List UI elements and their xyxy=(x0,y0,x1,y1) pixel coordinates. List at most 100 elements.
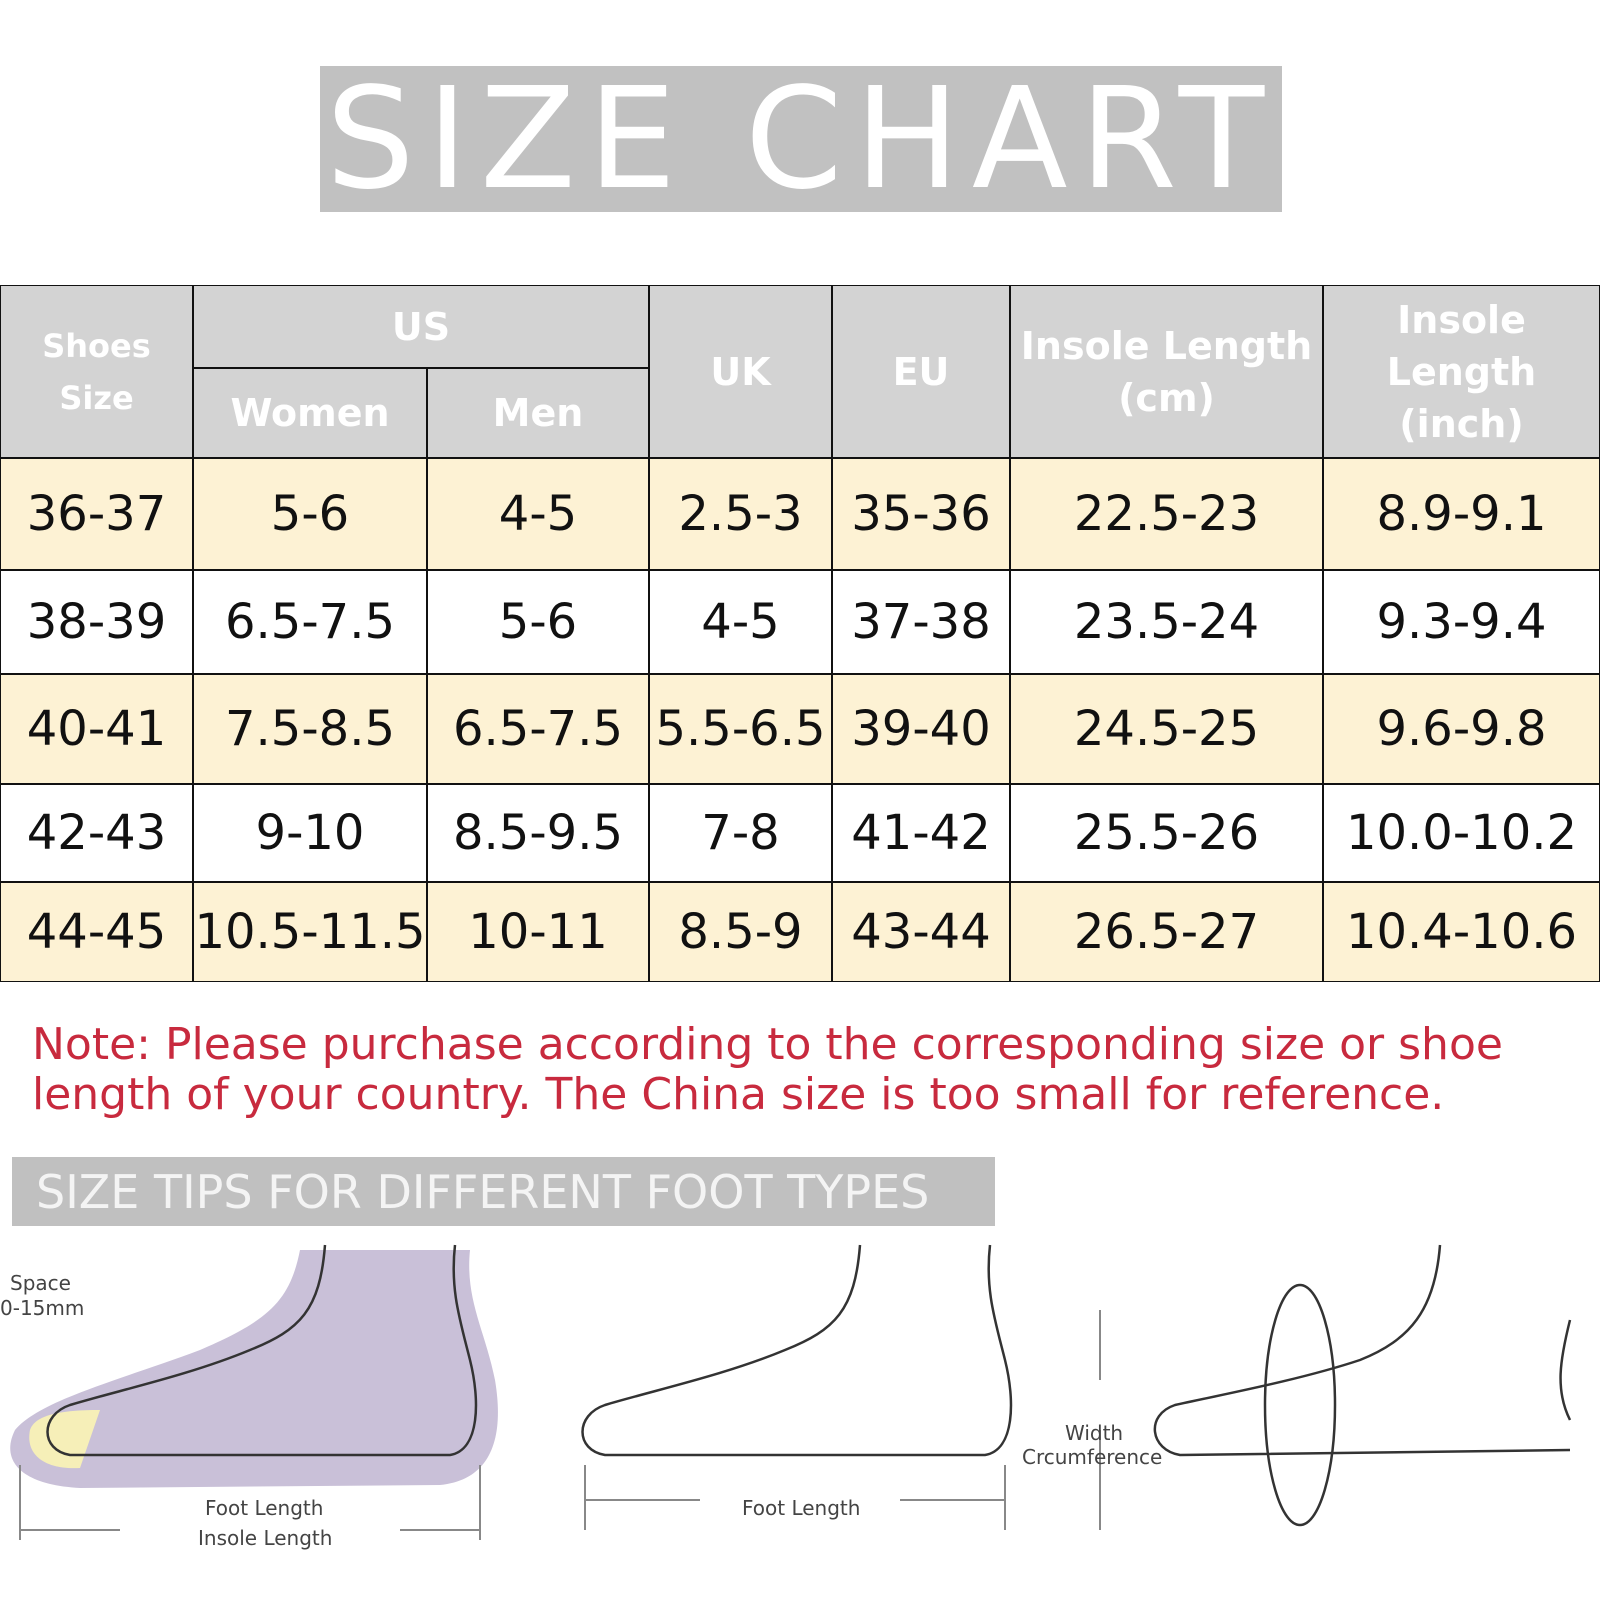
data-cell: 35-36 xyxy=(832,458,1010,570)
data-cell: 7.5-8.5 xyxy=(193,674,427,784)
data-cell: 8.5-9.5 xyxy=(427,784,649,882)
data-cell: 39-40 xyxy=(832,674,1010,784)
cell-text: 25.5-26 xyxy=(1073,805,1260,861)
header-cell: Insole Length (inch) xyxy=(1323,285,1600,458)
insole-shape xyxy=(10,1250,498,1488)
foot-1 xyxy=(46,1244,478,1457)
data-cell: 41-42 xyxy=(832,784,1010,882)
data-cell: 9-10 xyxy=(193,784,427,882)
data-cell: 24.5-25 xyxy=(1010,674,1323,784)
diagram-label: Space xyxy=(10,1271,71,1295)
data-cell: 4-5 xyxy=(427,458,649,570)
diagram-label: Width xyxy=(1065,1421,1123,1445)
cell-text: US xyxy=(391,304,451,349)
data-cell: 2.5-3 xyxy=(649,458,832,570)
data-cell: 26.5-27 xyxy=(1010,882,1323,982)
measure-lines xyxy=(19,1310,1101,1540)
cell-text: UK xyxy=(710,349,771,394)
data-cell: 6.5-7.5 xyxy=(427,674,649,784)
cell-text: 10-11 xyxy=(468,904,608,960)
cell-text: 5.5-6.5 xyxy=(655,701,826,757)
cell-text: 10.4-10.6 xyxy=(1345,904,1578,960)
cell-text: 6.5-7.5 xyxy=(225,594,395,650)
data-cell: 10.0-10.2 xyxy=(1323,784,1600,882)
diagram-label: Crcumference xyxy=(1022,1445,1162,1469)
foot-2 xyxy=(581,1244,1013,1457)
cell-text: 41-42 xyxy=(851,805,991,861)
cell-text: 43-44 xyxy=(851,904,991,960)
cell-text: 10.0-10.2 xyxy=(1345,805,1578,861)
title: SIZE CHART xyxy=(325,57,1277,221)
cell-text: 9.3-9.4 xyxy=(1376,594,1547,650)
cell-text: 23.5-24 xyxy=(1073,594,1260,650)
note-line: length of your country. The China size i… xyxy=(32,1069,1445,1120)
data-cell: 5.5-6.5 xyxy=(649,674,832,784)
data-cell: 43-44 xyxy=(832,882,1010,982)
data-cell: 44-45 xyxy=(0,882,193,982)
data-cell: 25.5-26 xyxy=(1010,784,1323,882)
data-cell: 36-37 xyxy=(0,458,193,570)
data-cell: 10-11 xyxy=(427,882,649,982)
cell-text: 37-38 xyxy=(851,594,991,650)
header-cell: EU xyxy=(832,285,1010,458)
data-cell: 23.5-24 xyxy=(1010,570,1323,674)
cell-text: 10.5-11.5 xyxy=(194,904,426,960)
cell-text: Women xyxy=(230,391,390,435)
data-cell: 22.5-23 xyxy=(1010,458,1323,570)
cell-text: 7-8 xyxy=(701,805,780,861)
cell-text: 8.5-9.5 xyxy=(453,805,623,861)
data-cell: 4-5 xyxy=(649,570,832,674)
foot-3 xyxy=(1153,1244,1572,1457)
diagram-label: Insole Length xyxy=(198,1526,332,1550)
diagram-label: Foot Length xyxy=(742,1496,860,1520)
cell-text: 40-41 xyxy=(26,701,167,757)
cell-text: (cm) xyxy=(1118,375,1215,420)
data-cell: 5-6 xyxy=(427,570,649,674)
data-cell: 7-8 xyxy=(649,784,832,882)
data-cell: 9.3-9.4 xyxy=(1323,570,1600,674)
foot-diagrams: Space 0-15mm Foot Length Insole Length F… xyxy=(0,1244,1572,1550)
cell-text: 39-40 xyxy=(851,701,991,757)
cell-text: 9.6-9.8 xyxy=(1376,701,1547,757)
data-cell: 37-38 xyxy=(832,570,1010,674)
data-cell: 10.4-10.6 xyxy=(1323,882,1600,982)
header-cell: UK xyxy=(649,285,832,458)
header-cell: Insole Length (cm) xyxy=(1010,285,1323,458)
cell-text: 35-36 xyxy=(851,486,991,542)
cell-text: Men xyxy=(492,391,584,435)
cell-text: 6.5-7.5 xyxy=(453,701,623,757)
cell-text: 9-10 xyxy=(255,805,365,861)
data-cell: 9.6-9.8 xyxy=(1323,674,1600,784)
data-cell: 10.5-11.5 xyxy=(193,882,427,982)
header-cell: Men xyxy=(427,368,649,458)
title-banner: SIZE CHART xyxy=(320,58,1282,221)
cell-text: 4-5 xyxy=(498,486,578,542)
cell-text: Insole Length xyxy=(1386,297,1537,394)
cell-text: 44-45 xyxy=(26,904,167,960)
header-cell: US xyxy=(193,285,649,368)
tips-title: SIZE TIPS FOR DIFFERENT FOOT TYPES xyxy=(36,1164,930,1219)
cell-text: 7.5-8.5 xyxy=(225,701,395,757)
data-cell: 8.9-9.1 xyxy=(1323,458,1600,570)
cell-text: 8.9-9.1 xyxy=(1376,486,1547,542)
note: Note: Please purchase according to the c… xyxy=(32,1020,1503,1120)
data-cell: 8.5-9 xyxy=(649,882,832,982)
toe-space xyxy=(29,1410,101,1469)
data-cell: 6.5-7.5 xyxy=(193,570,427,674)
cell-text: 22.5-23 xyxy=(1073,486,1260,542)
data-cell: 38-39 xyxy=(0,570,193,674)
cell-text: Shoes Size xyxy=(42,326,151,417)
note-line: Note: Please purchase according to the c… xyxy=(32,1019,1503,1070)
diagram-label: Foot Length xyxy=(205,1496,323,1520)
cell-text: 24.5-25 xyxy=(1073,701,1260,757)
cell-text: EU xyxy=(892,349,950,394)
header-cell: Shoes Size xyxy=(0,285,193,458)
header-cell: Women xyxy=(193,368,427,458)
data-cell: 5-6 xyxy=(193,458,427,570)
cell-text: 38-39 xyxy=(26,594,167,650)
cell-text: Insole Length xyxy=(1020,323,1313,368)
cell-text: (inch) xyxy=(1399,401,1524,446)
cell-text: 42-43 xyxy=(26,805,167,861)
data-cell: 40-41 xyxy=(0,674,193,784)
